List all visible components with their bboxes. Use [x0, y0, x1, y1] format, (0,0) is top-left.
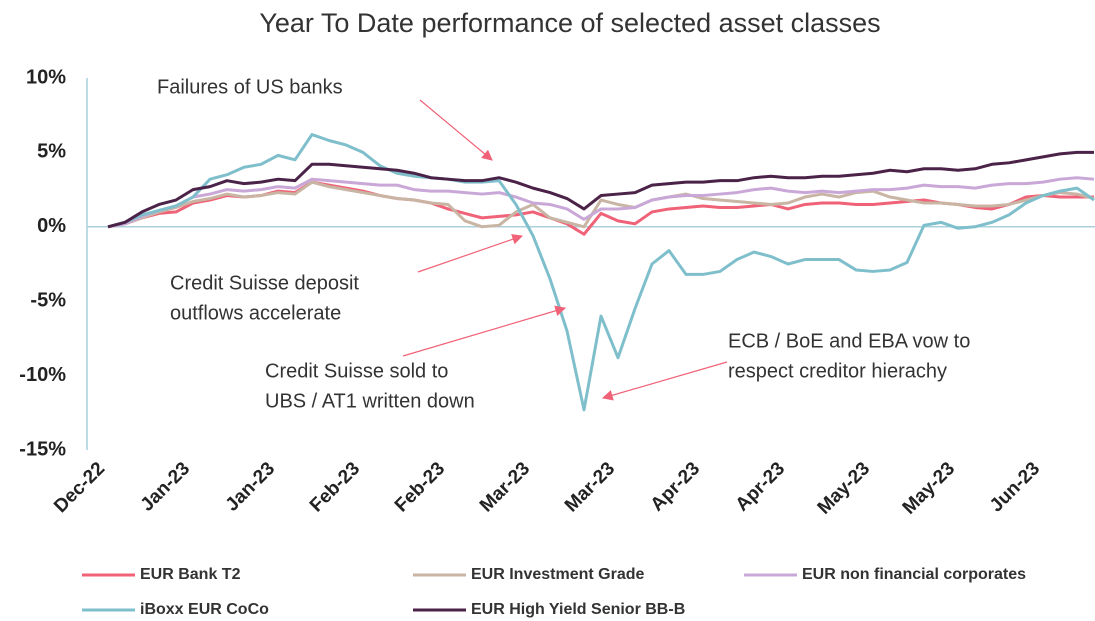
legend-label: EUR Bank T2 — [140, 566, 241, 583]
x-tick-label: Jun-23 — [986, 458, 1044, 516]
annotation: ECB / BoE and EBA vow to — [728, 330, 970, 352]
annotation: Credit Suisse sold to — [265, 360, 448, 382]
annotation-arrow — [402, 305, 567, 357]
series-line — [107, 180, 1095, 229]
annotation-arrow — [419, 99, 493, 161]
x-tick-label: Apr-23 — [647, 458, 704, 515]
x-tick-label: Mar-23 — [476, 458, 534, 516]
y-tick-label: -10% — [19, 364, 66, 386]
annotation-arrow — [601, 361, 728, 401]
y-tick-label: 10% — [26, 66, 66, 88]
annotation-arrow — [417, 234, 524, 273]
x-tick-label: Feb-23 — [391, 458, 449, 516]
x-tick-label: Jan-23 — [222, 458, 279, 515]
y-tick-label: -5% — [30, 289, 66, 311]
legend-label: EUR Investment Grade — [471, 566, 644, 583]
x-tick-label: May-23 — [814, 458, 874, 518]
chart-title: Year To Date performance of selected ass… — [259, 8, 880, 38]
x-tick-label: May-23 — [899, 458, 959, 518]
legend-label: EUR non financial corporates — [802, 566, 1026, 583]
annotation: outflows accelerate — [170, 302, 341, 324]
x-tick-label: Feb-23 — [306, 458, 364, 516]
x-tick-label: Dec-22 — [50, 458, 109, 517]
legend-label: iBoxx EUR CoCo — [140, 601, 269, 618]
y-tick-label: 0% — [37, 215, 66, 237]
annotation: respect creditor hierachy — [728, 360, 947, 382]
legend-label: EUR High Yield Senior BB-B — [471, 601, 685, 618]
x-tick-label: Jan-23 — [137, 458, 194, 515]
series-line — [107, 133, 1095, 412]
y-tick-label: -15% — [19, 438, 66, 460]
y-tick-label: 5% — [37, 141, 66, 163]
series-line — [107, 150, 1094, 229]
annotation: UBS / AT1 written down — [265, 390, 475, 412]
annotation: Failures of US banks — [157, 76, 343, 98]
x-tick-label: Mar-23 — [561, 458, 619, 516]
series-line — [107, 176, 1095, 229]
x-tick-label: Apr-23 — [732, 458, 789, 515]
annotation: Credit Suisse deposit — [170, 272, 359, 294]
